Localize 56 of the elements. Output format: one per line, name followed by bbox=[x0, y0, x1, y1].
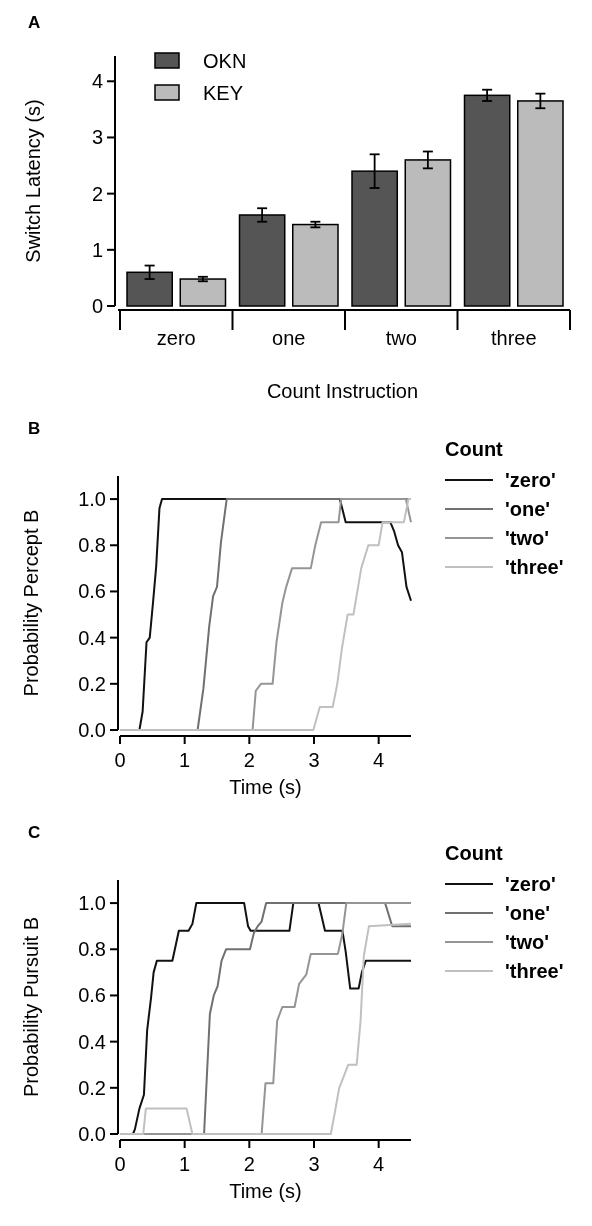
line-series bbox=[119, 498, 412, 731]
chart-title: A bbox=[28, 13, 41, 32]
x-axis-title: Time (s) bbox=[229, 776, 302, 798]
y-axis-title: Probability Percept B bbox=[20, 509, 42, 697]
legend-label: 'two' bbox=[505, 527, 549, 549]
x-tick-label: one bbox=[272, 327, 306, 349]
y-tick-label: 0.2 bbox=[78, 1076, 106, 1099]
y-tick-label: 4 bbox=[91, 70, 103, 93]
legend-title: Count bbox=[445, 438, 504, 460]
x-tick-label: 2 bbox=[243, 1153, 255, 1175]
legend-title: Count bbox=[445, 842, 504, 864]
x-tick-label: 4 bbox=[373, 1153, 385, 1175]
legend-label: KEY bbox=[203, 82, 244, 104]
legend-label: OKN bbox=[203, 50, 247, 72]
legend-label: 'one' bbox=[505, 498, 551, 520]
y-tick-label: 1 bbox=[91, 238, 103, 261]
bar bbox=[463, 94, 511, 307]
x-tick-label: 1 bbox=[179, 1153, 191, 1175]
x-tick-label: three bbox=[490, 327, 537, 349]
y-tick-label: 0.0 bbox=[78, 719, 106, 741]
y-tick-label: 3 bbox=[91, 126, 103, 149]
bar bbox=[292, 223, 339, 307]
y-tick-label: 0.0 bbox=[78, 1123, 106, 1145]
x-axis-title: Time (s) bbox=[229, 1180, 302, 1202]
y-tick-label: 0.6 bbox=[78, 984, 106, 1007]
legend-label: 'three' bbox=[505, 556, 564, 578]
y-axis-title: Probability Pursuit B bbox=[20, 916, 42, 1098]
x-tick-label: 4 bbox=[373, 749, 385, 771]
chart-title: C bbox=[28, 823, 41, 842]
legend-label: 'two' bbox=[505, 931, 549, 953]
y-tick-label: 2 bbox=[91, 182, 103, 205]
y-tick-label: 0.8 bbox=[78, 534, 106, 557]
y-tick-label: 0.6 bbox=[78, 580, 106, 603]
y-axis-title: Switch Latency (s) bbox=[22, 99, 44, 263]
legend-label: 'zero' bbox=[505, 873, 556, 895]
chart-title: B bbox=[28, 419, 41, 438]
x-tick-label: 2 bbox=[243, 749, 255, 771]
legend-label: 'zero' bbox=[505, 469, 556, 491]
x-tick-label: two bbox=[385, 327, 417, 349]
y-tick-label: 0.4 bbox=[78, 626, 106, 649]
y-tick-label: 0.4 bbox=[78, 1030, 106, 1053]
legend-label: 'three' bbox=[505, 960, 564, 982]
y-tick-label: 1.0 bbox=[78, 892, 106, 915]
x-tick-label: 3 bbox=[308, 749, 320, 771]
x-tick-label: 0 bbox=[114, 1153, 126, 1175]
x-tick-label: 1 bbox=[179, 749, 191, 771]
y-tick-label: 0.8 bbox=[78, 938, 106, 961]
x-tick-label: 0 bbox=[114, 749, 126, 771]
y-tick-label: 0.2 bbox=[78, 672, 106, 695]
legend-label: 'one' bbox=[505, 902, 551, 924]
bar bbox=[179, 278, 227, 307]
y-tick-label: 1.0 bbox=[78, 488, 106, 511]
y-tick-label: 0 bbox=[91, 295, 103, 317]
x-tick-label: zero bbox=[156, 327, 196, 349]
x-axis-title: Count Instruction bbox=[266, 380, 419, 402]
x-tick-label: 3 bbox=[308, 1153, 320, 1175]
